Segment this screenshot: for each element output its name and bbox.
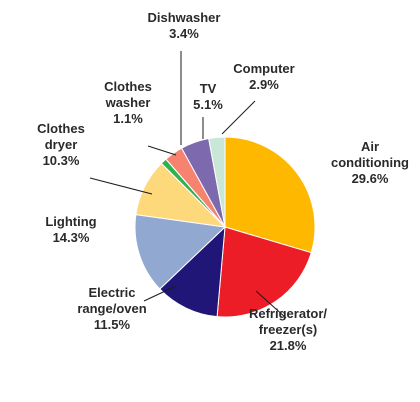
label-line: TV	[200, 81, 217, 96]
pie-slices	[134, 136, 316, 318]
label-text-clothes-washer: Clothes washer 1.1%	[104, 79, 152, 126]
label-line: conditioning	[331, 155, 409, 170]
label-tv: TV 5.1%	[193, 81, 223, 112]
slice-electric-range-oven	[159, 225, 226, 318]
label-computer: Computer 2.9%	[233, 61, 294, 92]
label-line: Lighting	[45, 214, 96, 229]
leader-line-clothes-dryer	[89, 177, 153, 195]
label-dishwasher: Dishwasher 3.4%	[148, 10, 221, 41]
label-air-conditioning: Air conditioning 29.6%	[331, 139, 409, 186]
slice-computer	[208, 136, 226, 228]
pie-leader-lines	[89, 51, 287, 319]
leader-line-refrigerator-freezer	[255, 290, 287, 319]
label-text-computer: Computer 2.9%	[233, 61, 294, 92]
label-text-clothes-dryer: Clothes dryer 10.3%	[37, 121, 85, 168]
label-line: washer	[105, 95, 151, 110]
label-value: 29.6%	[352, 171, 389, 186]
label-electric-range-oven: Electric range/oven 11.5%	[77, 285, 146, 332]
label-text-refrigerator-freezer: Refrigerator/freezer(s) 21.8%	[249, 306, 327, 353]
label-line: Dishwasher	[148, 10, 221, 25]
label-value: 10.3%	[43, 153, 80, 168]
label-text-dishwasher: Dishwasher 3.4%	[148, 10, 221, 41]
label-value: 2.9%	[249, 77, 279, 92]
label-text-tv: TV 5.1%	[193, 81, 223, 112]
label-line: range/oven	[77, 301, 146, 316]
label-value: 1.1%	[113, 111, 143, 126]
leader-line-electric-range-oven	[143, 285, 177, 302]
label-text-air-conditioning: Air conditioning 29.6%	[331, 139, 409, 186]
label-line: Air	[361, 139, 379, 154]
label-line: Clothes	[104, 79, 152, 94]
pie-labels: Air conditioning 29.6% Refrigerator/freezer…	[37, 10, 409, 353]
label-line: dryer	[45, 137, 78, 152]
label-value: 3.4%	[169, 26, 199, 41]
label-text-lighting: Lighting 14.3%	[45, 214, 96, 245]
label-value: 11.5%	[94, 317, 131, 332]
label-line: Refrigerator/	[249, 306, 327, 321]
label-value: 21.8%	[270, 338, 307, 353]
label-value: 14.3%	[53, 230, 90, 245]
leader-line-computer	[221, 100, 256, 135]
label-clothes-washer: Clothes washer 1.1%	[104, 79, 152, 126]
label-value: 5.1%	[193, 97, 223, 112]
leader-line-clothes-washer	[147, 145, 177, 156]
label-lighting: Lighting 14.3%	[45, 214, 96, 245]
label-line: freezer(s)	[259, 322, 318, 337]
slice-refrigerator-freezer	[216, 226, 312, 318]
label-text-electric-range-oven: Electric range/oven 11.5%	[77, 285, 146, 332]
label-line: Electric	[89, 285, 136, 300]
label-clothes-dryer: Clothes dryer 10.3%	[37, 121, 85, 168]
slice-air-conditioning	[224, 136, 316, 254]
label-refrigerator-freezer: Refrigerator/freezer(s) 21.8%	[249, 306, 327, 353]
slice-lighting	[134, 214, 227, 290]
label-line: Computer	[233, 61, 294, 76]
label-line: Clothes	[37, 121, 85, 136]
